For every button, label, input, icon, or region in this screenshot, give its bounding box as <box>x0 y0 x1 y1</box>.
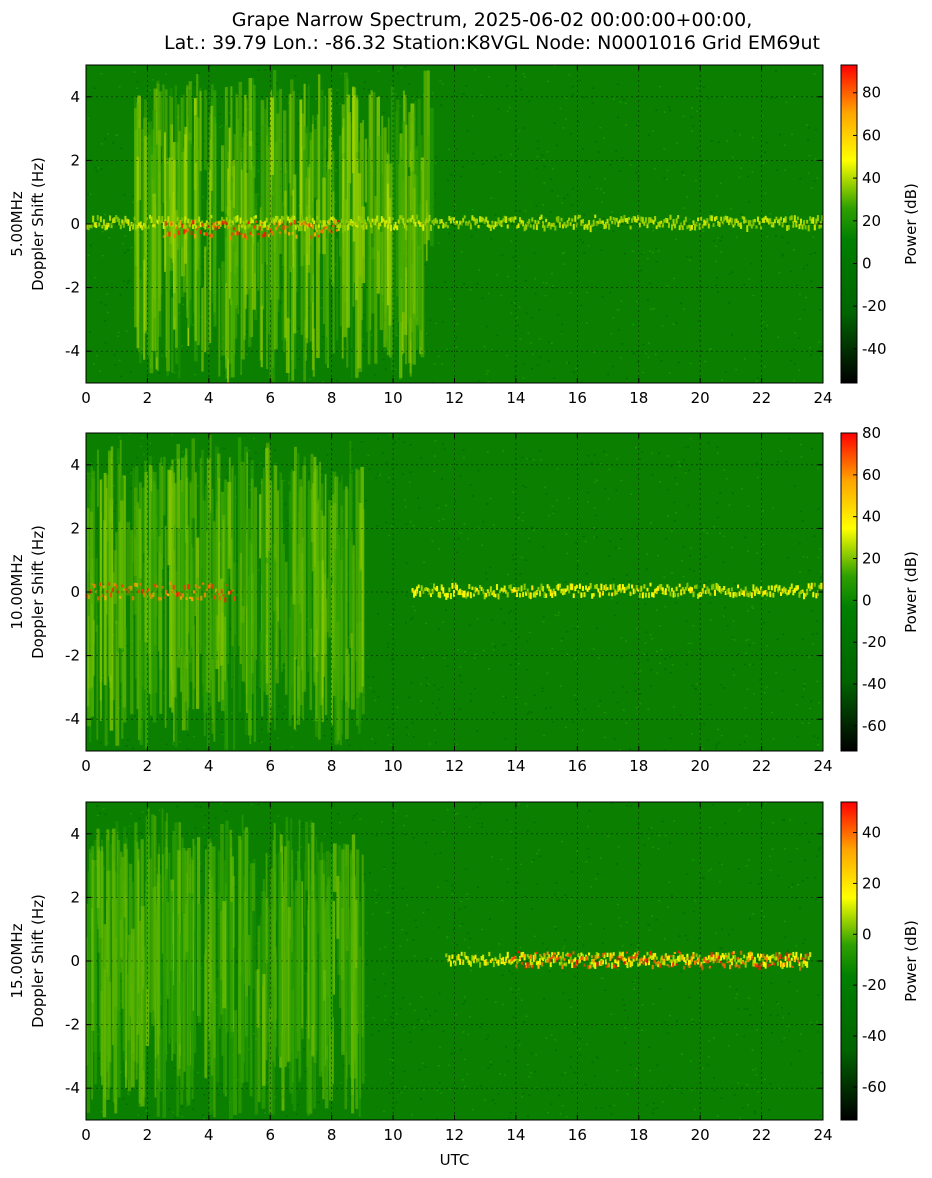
y-axis-label: Doppler Shift (Hz) <box>29 525 47 659</box>
y-tick-label: 4 <box>70 88 80 106</box>
heatmap-cells <box>86 65 823 383</box>
x-tick-label: 14 <box>506 1126 525 1144</box>
x-tick-label: 6 <box>265 1126 275 1144</box>
x-tick-label: 2 <box>143 1126 153 1144</box>
colorbar-tick-label: 0 <box>862 254 872 272</box>
colorbar-tick-label: 60 <box>862 466 881 484</box>
frequency-label: 15.00MHz <box>8 923 26 998</box>
x-tick-label: 4 <box>204 757 214 775</box>
colorbar-tick-label: 80 <box>862 84 881 102</box>
colorbar-tick-label: 20 <box>862 874 881 892</box>
colorbar-tick-label: 40 <box>862 508 881 526</box>
x-tick-label: 8 <box>327 1126 337 1144</box>
colorbar-tick-label: -20 <box>862 297 887 315</box>
x-tick-label: 0 <box>81 1126 91 1144</box>
x-axis-label: UTC <box>440 1151 470 1169</box>
colorbar-tick-label: -60 <box>862 1078 887 1096</box>
x-tick-label: 24 <box>813 389 832 407</box>
x-tick-label: 14 <box>506 757 525 775</box>
colorbar-label: Power (dB) <box>902 551 920 633</box>
x-tick-label: 16 <box>568 1126 587 1144</box>
colorbar-tick-label: 80 <box>862 424 881 442</box>
frequency-label: 10.00MHz <box>8 554 26 629</box>
x-tick-label: 10 <box>384 389 403 407</box>
y-tick-label: -4 <box>65 710 80 728</box>
y-tick-label: -4 <box>65 1079 80 1097</box>
y-axis-label: Doppler Shift (Hz) <box>29 157 47 291</box>
x-tick-label: 14 <box>506 389 525 407</box>
y-axis-label: Doppler Shift (Hz) <box>29 894 47 1028</box>
y-tick-label: 0 <box>70 583 80 601</box>
y-tick-label: 0 <box>70 952 80 970</box>
y-tick-label: -2 <box>65 647 80 665</box>
x-tick-label: 4 <box>204 1126 214 1144</box>
colorbar-tick-label: -20 <box>862 976 887 994</box>
x-tick-label: 24 <box>813 757 832 775</box>
x-tick-label: 12 <box>445 389 464 407</box>
x-tick-label: 6 <box>265 389 275 407</box>
colorbar <box>840 801 858 1121</box>
colorbar-label: Power (dB) <box>902 920 920 1002</box>
colorbar-tick-label: 60 <box>862 126 881 144</box>
colorbar-tick-label: 0 <box>862 925 872 943</box>
heatmap-cells <box>86 802 823 1120</box>
x-tick-label: 18 <box>629 757 648 775</box>
x-tick-label: 18 <box>629 389 648 407</box>
x-tick-label: 20 <box>691 389 710 407</box>
x-tick-label: 18 <box>629 1126 648 1144</box>
colorbar-tick-label: -20 <box>862 633 887 651</box>
figure-title-line-1: Grape Narrow Spectrum, 2025-06-02 00:00:… <box>232 9 753 31</box>
x-tick-label: 24 <box>813 1126 832 1144</box>
y-tick-label: 4 <box>70 456 80 474</box>
x-tick-label: 10 <box>384 1126 403 1144</box>
y-tick-label: 2 <box>70 151 80 169</box>
y-tick-label: -2 <box>65 1016 80 1034</box>
colorbar-tick-label: -40 <box>862 340 887 358</box>
y-tick-label: 0 <box>70 215 80 233</box>
y-tick-label: -4 <box>65 342 80 360</box>
x-tick-label: 22 <box>752 389 771 407</box>
x-tick-label: 2 <box>143 757 153 775</box>
colorbar <box>840 64 858 384</box>
colorbar-tick-label: 40 <box>862 169 881 187</box>
y-tick-label: 2 <box>70 519 80 537</box>
x-tick-label: 4 <box>204 389 214 407</box>
x-tick-label: 6 <box>265 757 275 775</box>
x-tick-label: 0 <box>81 757 91 775</box>
x-tick-label: 22 <box>752 757 771 775</box>
x-tick-label: 22 <box>752 1126 771 1144</box>
colorbar-tick-label: -60 <box>862 717 887 735</box>
colorbar-tick-label: -40 <box>862 1027 887 1045</box>
colorbar-tick-label: 20 <box>862 212 881 230</box>
x-tick-label: 8 <box>327 389 337 407</box>
x-tick-label: 20 <box>691 1126 710 1144</box>
colorbar-tick-label: 20 <box>862 550 881 568</box>
colorbar-tick-label: 40 <box>862 824 881 842</box>
x-tick-label: 20 <box>691 757 710 775</box>
y-tick-label: -2 <box>65 279 80 297</box>
frequency-label: 5.00MHz <box>8 191 26 257</box>
x-tick-label: 8 <box>327 757 337 775</box>
x-tick-label: 16 <box>568 757 587 775</box>
x-tick-label: 12 <box>445 757 464 775</box>
colorbar <box>840 432 858 752</box>
x-tick-label: 12 <box>445 1126 464 1144</box>
colorbar-tick-label: 0 <box>862 591 872 609</box>
x-tick-label: 10 <box>384 757 403 775</box>
figure-title-line-2: Lat.: 39.79 Lon.: -86.32 Station:K8VGL N… <box>164 32 820 54</box>
y-tick-label: 4 <box>70 825 80 843</box>
heatmap-cells <box>86 433 823 751</box>
colorbar-label: Power (dB) <box>902 183 920 265</box>
x-tick-label: 16 <box>568 389 587 407</box>
colorbar-tick-label: -40 <box>862 675 887 693</box>
x-tick-label: 0 <box>81 389 91 407</box>
x-tick-label: 2 <box>143 389 153 407</box>
y-tick-label: 2 <box>70 888 80 906</box>
